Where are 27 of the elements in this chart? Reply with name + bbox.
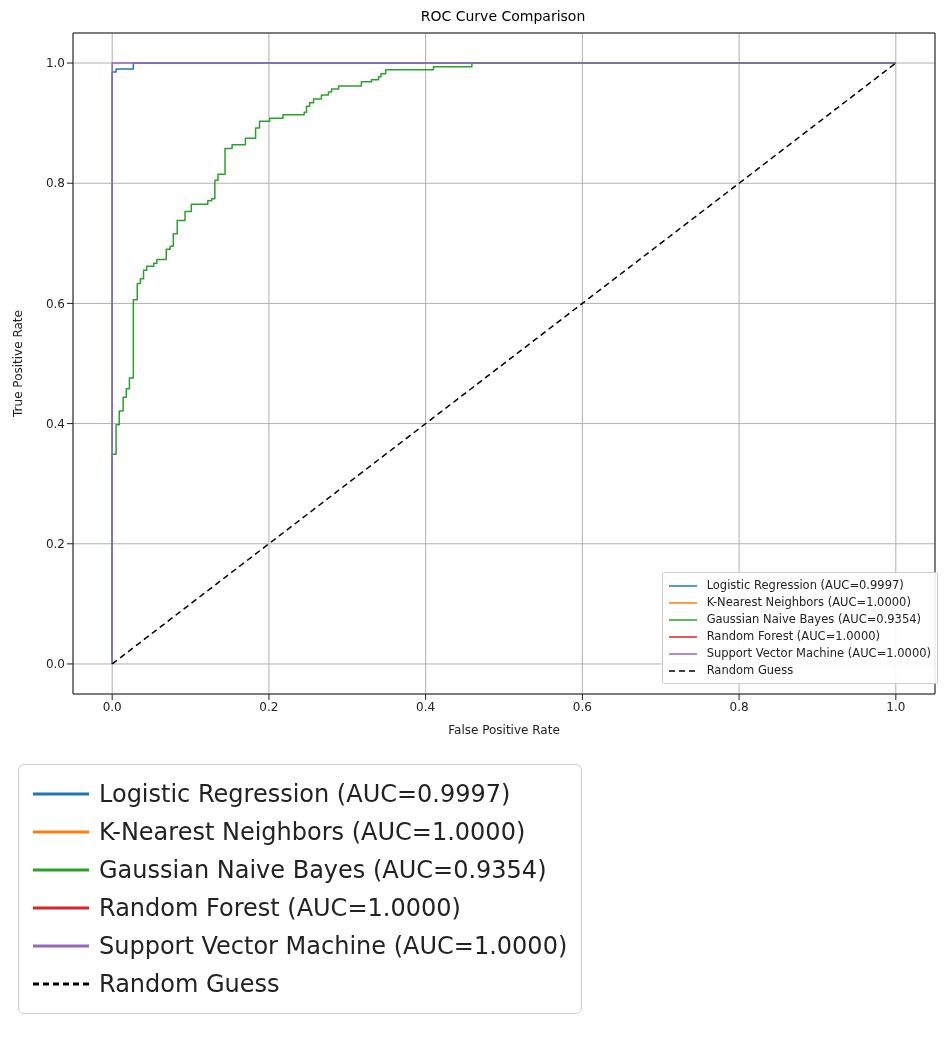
text: Gaussian Naive Bayes (AUC=0.9354) <box>99 856 547 884</box>
legend-label: Gaussian Naive Bayes (AUC=0.9354) <box>706 611 922 628</box>
x-tick-label: 0.8 <box>729 699 749 714</box>
text: Random Forest (AUC=1.0000) <box>99 894 461 922</box>
legend-label: Random Guess <box>706 662 794 679</box>
x-tick-label: 0.4 <box>416 699 436 714</box>
legend-label: Support Vector Machine (AUC=1.0000) <box>706 645 931 662</box>
text: Random Guess <box>99 970 280 998</box>
y-tick-label: 0.0 <box>45 657 65 672</box>
y-tick-label: 0.2 <box>45 537 65 552</box>
y-axis-title: True Positive Rate <box>11 310 26 418</box>
x-tick-label: 0.0 <box>102 699 122 714</box>
y-tick-label: 1.0 <box>45 56 65 71</box>
text: K-Nearest Neighbors (AUC=1.0000) <box>99 818 526 846</box>
x-tick-label: 0.6 <box>572 699 592 714</box>
text: Logistic Regression (AUC=0.9997) <box>99 780 511 808</box>
x-axis-title: False Positive Rate <box>448 723 560 737</box>
chart-title: ROC Curve Comparison <box>419 8 587 24</box>
x-tick-label: 1.0 <box>886 699 906 714</box>
legend-label: Random Forest (AUC=1.0000) <box>706 628 881 645</box>
x-tick-label: 0.2 <box>259 699 279 714</box>
y-tick-label: 0.6 <box>45 296 65 311</box>
y-tick-label: 0.4 <box>45 416 65 431</box>
legend-label: K-Nearest Neighbors (AUC=1.0000) <box>706 594 911 611</box>
legend-label: Logistic Regression (AUC=0.9997) <box>706 577 904 594</box>
y-tick-label: 0.8 <box>45 176 65 191</box>
text: Support Vector Machine (AUC=1.0000) <box>99 932 568 960</box>
